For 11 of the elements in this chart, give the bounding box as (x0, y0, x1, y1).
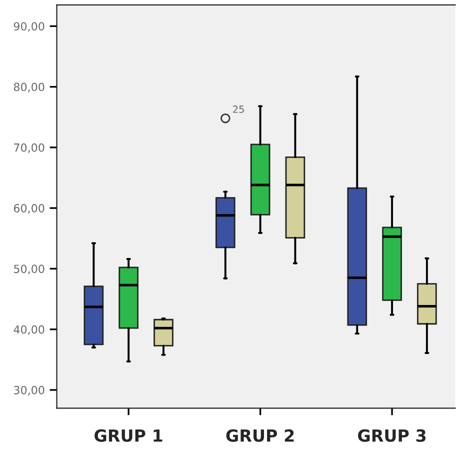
y-tick-label: 40,00 (14, 325, 44, 335)
annotation: 25 (233, 106, 244, 113)
y-tick-label: 30,00 (14, 386, 44, 396)
y-tick-label: 50,00 (14, 264, 44, 274)
y-tick-label: 80,00 (14, 82, 44, 92)
x-tick-label: GRUP 1 (94, 429, 162, 442)
x-tick-label: GRUP 2 (226, 429, 294, 442)
y-tick-label: 60,00 (14, 204, 44, 214)
y-tick-label: 90,00 (14, 22, 44, 32)
x-tick-label: GRUP 3 (358, 429, 426, 442)
y-tick-label: 70,00 (14, 143, 44, 153)
